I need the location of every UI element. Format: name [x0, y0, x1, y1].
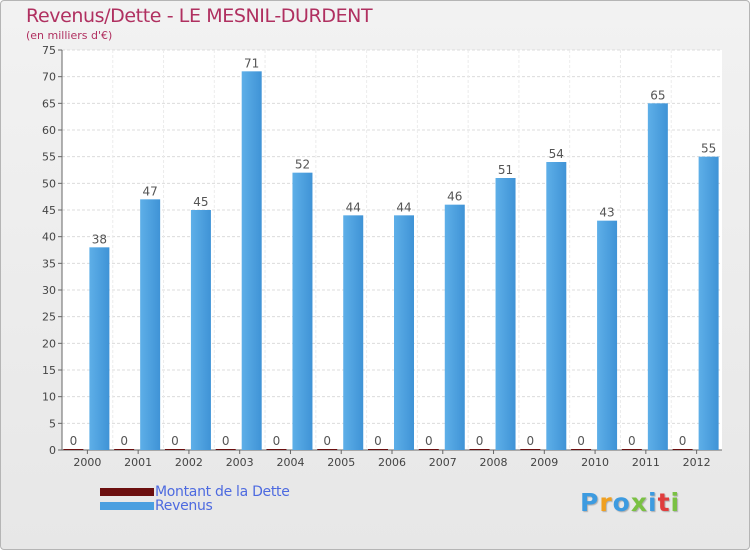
data-label-dette-2002: 0 — [171, 434, 179, 448]
ytick-label-35: 35 — [42, 257, 56, 270]
bar-revenus-2000 — [89, 247, 110, 450]
data-label-revenus-2009: 54 — [549, 147, 564, 161]
ytick-label-55: 55 — [42, 151, 56, 164]
data-label-dette-2009: 0 — [526, 434, 534, 448]
bar-dette-2001 — [114, 449, 135, 450]
bar-revenus-2007 — [444, 204, 465, 450]
ytick-label-5: 5 — [49, 417, 56, 430]
data-label-dette-2008: 0 — [476, 434, 484, 448]
data-label-dette-2012: 0 — [679, 434, 687, 448]
ytick-label-60: 60 — [42, 124, 56, 137]
data-label-dette-2004: 0 — [273, 434, 281, 448]
ytick-label-0: 0 — [49, 444, 56, 457]
xtick-label-2006: 2006 — [378, 456, 406, 469]
data-label-revenus-2011: 65 — [650, 88, 665, 102]
data-label-dette-2000: 0 — [70, 434, 78, 448]
bar-revenus-2012 — [698, 156, 719, 450]
bar-revenus-2009 — [546, 162, 567, 450]
ytick-label-40: 40 — [42, 231, 56, 244]
ytick-label-75: 75 — [42, 44, 56, 57]
chart-title: Revenus/Dette - LE MESNIL-DURDENT — [26, 5, 373, 27]
bar-revenus-2011 — [647, 103, 668, 450]
ytick-label-65: 65 — [42, 97, 56, 110]
xtick-label-2000: 2000 — [73, 456, 101, 469]
bar-revenus-2003 — [241, 71, 262, 450]
proxiti-logo: Proxiti — [580, 488, 681, 517]
legend-label-dette: Montant de la Dette — [155, 484, 290, 500]
legend-swatch-dette — [100, 488, 154, 496]
xtick-label-2005: 2005 — [327, 456, 355, 469]
bar-dette-2005 — [317, 449, 338, 450]
plot-area — [62, 50, 722, 450]
data-label-revenus-2004: 52 — [295, 158, 310, 172]
bar-dette-2003 — [215, 449, 236, 450]
ytick-label-50: 50 — [42, 177, 56, 190]
data-label-dette-2003: 0 — [222, 434, 230, 448]
bar-dette-2006 — [368, 449, 388, 450]
bar-dette-2011 — [621, 449, 642, 450]
bar-dette-2008 — [469, 449, 490, 450]
data-label-revenus-2005: 44 — [346, 200, 361, 214]
ytick-label-30: 30 — [42, 284, 56, 297]
bar-revenus-2001 — [140, 199, 161, 450]
data-label-dette-2007: 0 — [425, 434, 433, 448]
xtick-label-2002: 2002 — [175, 456, 203, 469]
chart-subtitle: (en milliers d'€) — [26, 29, 113, 42]
bar-dette-2002 — [164, 449, 185, 450]
ytick-label-25: 25 — [42, 311, 56, 324]
data-label-dette-2011: 0 — [628, 434, 636, 448]
data-label-revenus-2007: 46 — [447, 190, 462, 204]
bar-dette-2000 — [63, 449, 84, 450]
data-label-dette-2005: 0 — [323, 434, 331, 448]
data-label-revenus-2002: 45 — [193, 195, 208, 209]
data-label-revenus-2001: 47 — [143, 184, 158, 198]
xtick-label-2003: 2003 — [226, 456, 254, 469]
bar-dette-2007 — [418, 449, 439, 450]
bar-revenus-2010 — [597, 220, 618, 450]
data-label-revenus-2012: 55 — [701, 142, 716, 156]
xtick-label-2012: 2012 — [683, 456, 711, 469]
bar-revenus-2002 — [190, 210, 211, 450]
bar-revenus-2004 — [292, 172, 313, 450]
bar-dette-2012 — [672, 449, 693, 450]
ytick-label-45: 45 — [42, 204, 56, 217]
bar-revenus-2005 — [343, 215, 364, 450]
ytick-label-15: 15 — [42, 364, 56, 377]
bar-dette-2009 — [520, 449, 541, 450]
xtick-label-2004: 2004 — [276, 456, 304, 469]
data-label-revenus-2006: 44 — [396, 200, 411, 214]
data-label-revenus-2003: 71 — [244, 56, 259, 70]
data-label-revenus-2000: 38 — [92, 232, 107, 246]
xtick-label-2007: 2007 — [429, 456, 457, 469]
bar-revenus-2006 — [394, 215, 414, 450]
ytick-label-20: 20 — [42, 337, 56, 350]
data-label-revenus-2010: 43 — [599, 206, 614, 220]
xtick-label-2010: 2010 — [581, 456, 609, 469]
xtick-label-2011: 2011 — [632, 456, 660, 469]
xtick-label-2008: 2008 — [480, 456, 508, 469]
legend-label-revenus: Revenus — [155, 498, 213, 514]
bar-dette-2010 — [571, 449, 592, 450]
bar-revenus-2008 — [495, 178, 516, 450]
data-label-revenus-2008: 51 — [498, 163, 513, 177]
legend-swatch-revenus — [100, 502, 154, 510]
data-label-dette-2001: 0 — [120, 434, 128, 448]
xtick-label-2009: 2009 — [530, 456, 558, 469]
ytick-label-10: 10 — [42, 391, 56, 404]
data-label-dette-2006: 0 — [374, 434, 382, 448]
ytick-label-70: 70 — [42, 71, 56, 84]
xtick-label-2001: 2001 — [124, 456, 152, 469]
bar-dette-2004 — [266, 449, 287, 450]
data-label-dette-2010: 0 — [577, 434, 585, 448]
